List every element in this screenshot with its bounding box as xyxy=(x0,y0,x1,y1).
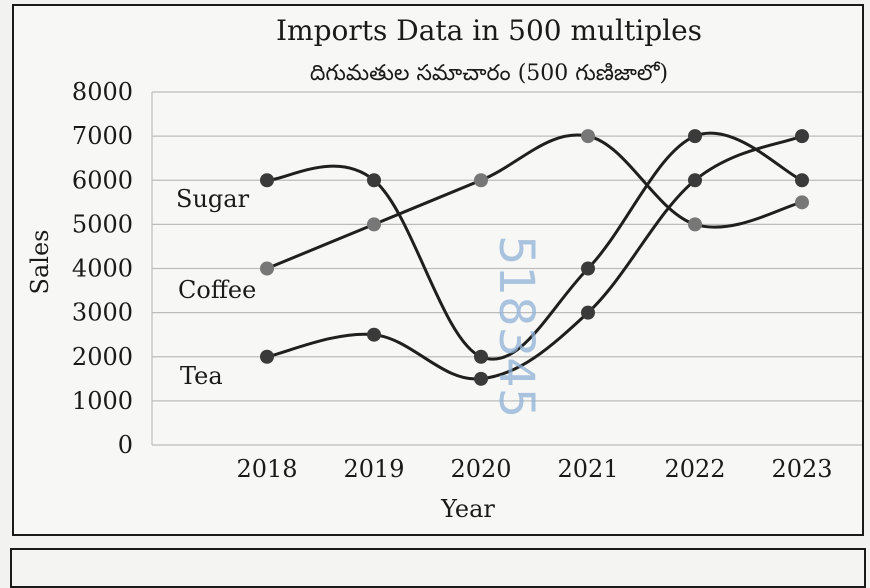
data-point xyxy=(260,349,274,364)
series-markers xyxy=(260,129,809,386)
x-tick-label: 2019 xyxy=(343,455,404,483)
y-tick-label: 0 xyxy=(118,431,133,459)
x-tick-label: 2023 xyxy=(771,455,832,483)
data-point xyxy=(688,129,702,144)
data-point xyxy=(688,217,702,232)
data-point xyxy=(367,327,381,342)
y-tick-label: 7000 xyxy=(72,122,133,150)
y-tick-label: 1000 xyxy=(72,387,133,415)
line-chart: Imports Data in 500 multiples దిగుమతుల స… xyxy=(26,14,862,523)
data-point xyxy=(795,129,809,144)
chart-frame xyxy=(12,4,864,536)
y-tick-label: 3000 xyxy=(72,299,133,327)
data-point xyxy=(688,173,702,188)
data-point xyxy=(474,349,488,364)
watermark-stamp: 518345 xyxy=(488,235,544,418)
x-tick-labels: 2018 2019 2020 2021 2022 2023 xyxy=(236,455,832,483)
data-point xyxy=(581,129,595,144)
y-tick-labels: 0 1000 2000 3000 4000 5000 6000 7000 8000 xyxy=(72,78,133,459)
series-label: Tea xyxy=(180,362,223,390)
series-label: Sugar xyxy=(176,185,250,213)
y-tick-label: 5000 xyxy=(72,210,133,238)
x-tick-label: 2022 xyxy=(664,455,725,483)
y-tick-label: 2000 xyxy=(72,343,133,371)
y-axis-label: Sales xyxy=(26,230,54,295)
data-point xyxy=(367,173,381,188)
data-point xyxy=(367,217,381,232)
y-tick-label: 8000 xyxy=(72,78,133,106)
x-axis-label: Year xyxy=(440,495,495,523)
x-tick-label: 2020 xyxy=(450,455,511,483)
data-point xyxy=(795,173,809,188)
y-tick-label: 6000 xyxy=(72,166,133,194)
data-point xyxy=(581,261,595,276)
data-point xyxy=(474,173,488,188)
series-line xyxy=(266,133,803,270)
data-point xyxy=(260,261,274,276)
chart-title: Imports Data in 500 multiples xyxy=(276,14,702,47)
y-tick-label: 4000 xyxy=(72,255,133,283)
data-point xyxy=(260,173,274,188)
x-tick-label: 2018 xyxy=(236,455,297,483)
data-point xyxy=(474,371,488,386)
chart-subtitle: దిగుమతుల సమాచారం (500 గుణిజాలో) xyxy=(310,61,668,86)
data-point xyxy=(795,195,809,210)
data-point xyxy=(581,305,595,320)
series-labels: Sugar Coffee Tea xyxy=(176,185,256,390)
x-tick-label: 2021 xyxy=(557,455,618,483)
series-label: Coffee xyxy=(178,276,256,304)
